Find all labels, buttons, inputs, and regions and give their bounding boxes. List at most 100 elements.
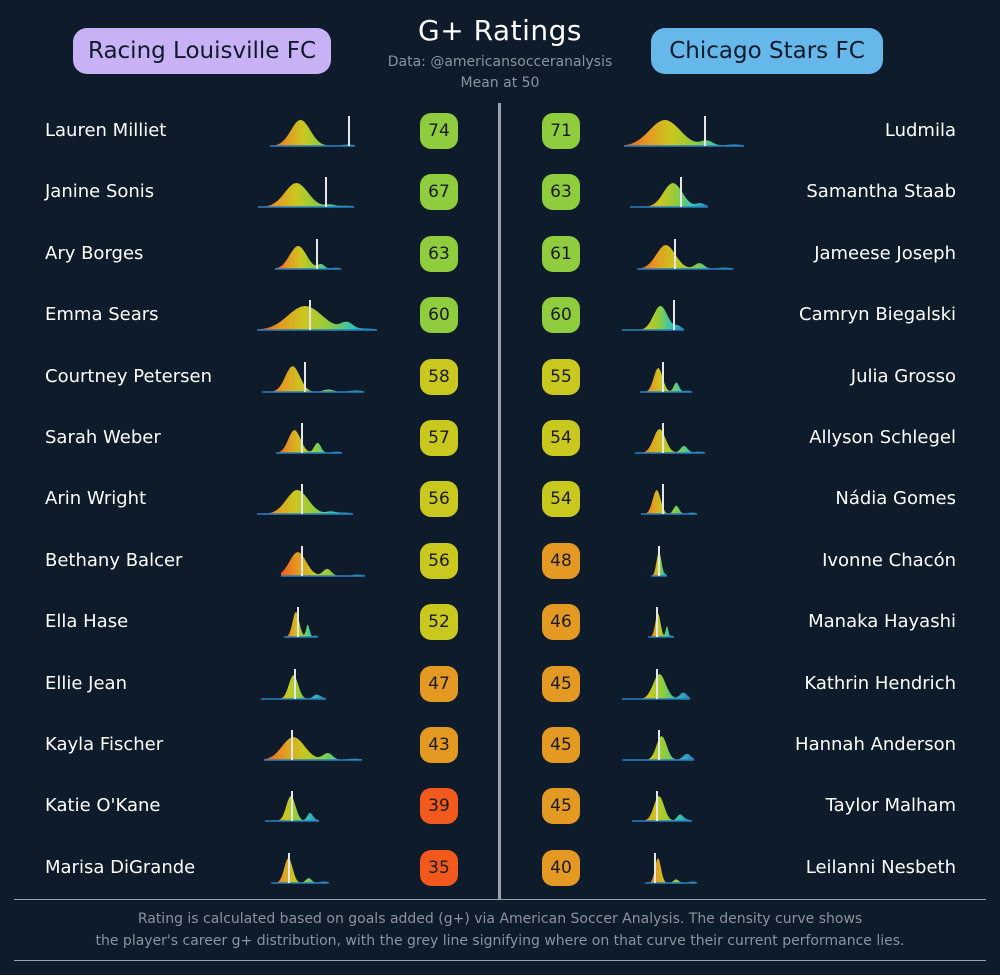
- table-row: Katie O'Kane 39 45 Taylor Malham: [0, 781, 1000, 831]
- left-player-name: Arin Wright: [45, 488, 147, 510]
- right-rating-badge: 55: [542, 358, 580, 395]
- right-player-name: Nádia Gomes: [835, 488, 956, 510]
- table-row: Ary Borges 63 61 Jameese Joseph: [0, 229, 1000, 279]
- left-player-name: Sarah Weber: [45, 427, 161, 448]
- right-density-curve-3: [622, 300, 684, 331]
- left-density-curve-2: [275, 238, 341, 270]
- left-rating-badge: 58: [420, 358, 458, 395]
- table-row: Ellie Jean 47 45 Kathrin Hendrich: [0, 659, 1000, 709]
- left-density-area-2: [275, 245, 341, 269]
- mean-note: Mean at 50: [460, 75, 540, 91]
- left-density-curve-9: [261, 668, 326, 700]
- left-density-curve-10: [264, 730, 362, 761]
- right-player-name: Hannah Anderson: [795, 734, 956, 755]
- right-density-area-1: [630, 183, 708, 208]
- right-density-curve-11: [632, 791, 692, 823]
- left-rating-badge: 67: [420, 174, 458, 211]
- left-rating-badge: 39: [420, 788, 458, 825]
- left-density-area-8: [284, 612, 318, 638]
- right-rating-badge: 60: [542, 297, 580, 334]
- right-player-name: Manaka Hayashi: [808, 611, 956, 633]
- right-player-name: Ivonne Chacón: [822, 549, 956, 571]
- table-row: Emma Sears 60 60 Camryn Biegalski: [0, 290, 1000, 340]
- team-label-left: Racing Louisville FC: [73, 28, 331, 74]
- left-density-curve-7: [281, 545, 365, 577]
- left-density-area-6: [257, 490, 353, 515]
- table-row: Arin Wright 56 54 Nádia Gomes: [0, 474, 1000, 524]
- table-row: Sarah Weber 57 54 Allyson Schlegel: [0, 413, 1000, 463]
- footnote-line-1: Rating is calculated based on goals adde…: [137, 911, 863, 927]
- right-rating-badge: 63: [542, 174, 580, 211]
- left-rating-badge: 60: [420, 297, 458, 334]
- right-player-name: Allyson Schlegel: [809, 427, 956, 448]
- left-density-area-5: [276, 430, 342, 453]
- left-player-name: Bethany Balcer: [45, 549, 183, 571]
- right-density-curve-4: [640, 361, 692, 393]
- right-rating-badge: 45: [542, 727, 580, 763]
- left-rating-badge: 56: [420, 542, 458, 579]
- left-density-curve-6: [257, 484, 353, 516]
- right-player-name: Ludmila: [884, 120, 956, 141]
- left-density-area-7: [281, 551, 365, 576]
- right-density-area-5: [635, 429, 705, 453]
- left-player-name: Marisa DiGrande: [45, 856, 196, 878]
- right-rating-badge: 46: [542, 604, 580, 641]
- left-density-curve-5: [276, 423, 342, 454]
- left-rating-badge: 35: [420, 849, 458, 886]
- right-density-area-6: [641, 490, 697, 515]
- right-rating-badge: 54: [542, 481, 580, 518]
- right-density-curve-12: [645, 852, 697, 884]
- right-rating-badge: 48: [542, 542, 580, 579]
- left-density-area-0: [270, 120, 355, 146]
- table-row: Marisa DiGrande 35 40 Leilanni Nesbeth: [0, 843, 1000, 893]
- table-row: Kayla Fischer 43 45 Hannah Anderson: [0, 720, 1000, 770]
- data-source-note: Data: @americansocceranalysis: [387, 54, 613, 70]
- table-row: Courtney Petersen 58 55 Julia Grosso: [0, 352, 1000, 402]
- right-player-name: Leilanni Nesbeth: [805, 856, 956, 878]
- table-row: Ella Hase 52 46 Manaka Hayashi: [0, 597, 1000, 647]
- right-density-area-4: [640, 367, 692, 392]
- right-player-name: Kathrin Hendrich: [804, 672, 956, 694]
- left-density-area-1: [258, 183, 354, 208]
- right-density-curve-1: [630, 177, 708, 209]
- left-rating-badge: 63: [420, 235, 458, 272]
- left-player-name: Courtney Petersen: [45, 365, 212, 387]
- right-density-curve-8: [648, 607, 674, 638]
- right-density-curve-0: [624, 116, 744, 147]
- right-player-name: Samantha Staab: [806, 181, 956, 203]
- left-player-name: Lauren Milliet: [45, 120, 167, 141]
- chart-title: G+ Ratings: [418, 14, 582, 47]
- left-rating-badge: 56: [420, 481, 458, 518]
- team-label-right: Chicago Stars FC: [651, 28, 883, 74]
- right-density-curve-10: [622, 730, 694, 761]
- left-density-area-12: [271, 857, 329, 883]
- right-player-name: Julia Grosso: [850, 365, 956, 387]
- right-density-area-0: [624, 120, 744, 146]
- footer-rule-bottom: [14, 960, 986, 961]
- left-density-curve-4: [262, 361, 364, 393]
- right-density-curve-9: [622, 668, 690, 700]
- right-rating-badge: 61: [542, 235, 580, 272]
- right-player-name: Jameese Joseph: [814, 242, 956, 264]
- left-density-curve-11: [265, 791, 319, 823]
- right-player-name: Taylor Malham: [825, 795, 956, 817]
- left-player-name: Ary Borges: [45, 242, 144, 264]
- left-player-name: Ella Hase: [45, 611, 129, 633]
- right-density-area-3: [622, 306, 684, 331]
- left-player-name: Emma Sears: [45, 304, 159, 326]
- left-rating-badge: 47: [420, 665, 458, 702]
- left-player-name: Ellie Jean: [45, 672, 127, 694]
- center-divider: [498, 103, 501, 900]
- left-density-curve-8: [284, 607, 318, 638]
- left-density-curve-12: [271, 852, 329, 884]
- right-rating-badge: 45: [542, 788, 580, 825]
- left-density-curve-1: [258, 177, 354, 209]
- footnote-line-2: the player's career g+ distribution, wit…: [95, 933, 905, 949]
- left-density-area-4: [262, 365, 364, 392]
- right-density-curve-7: [651, 545, 667, 577]
- left-player-name: Katie O'Kane: [45, 795, 161, 817]
- right-player-name: Camryn Biegalski: [799, 304, 956, 326]
- left-rating-badge: 52: [420, 604, 458, 641]
- left-density-curve-0: [270, 116, 355, 147]
- right-density-curve-2: [637, 238, 733, 270]
